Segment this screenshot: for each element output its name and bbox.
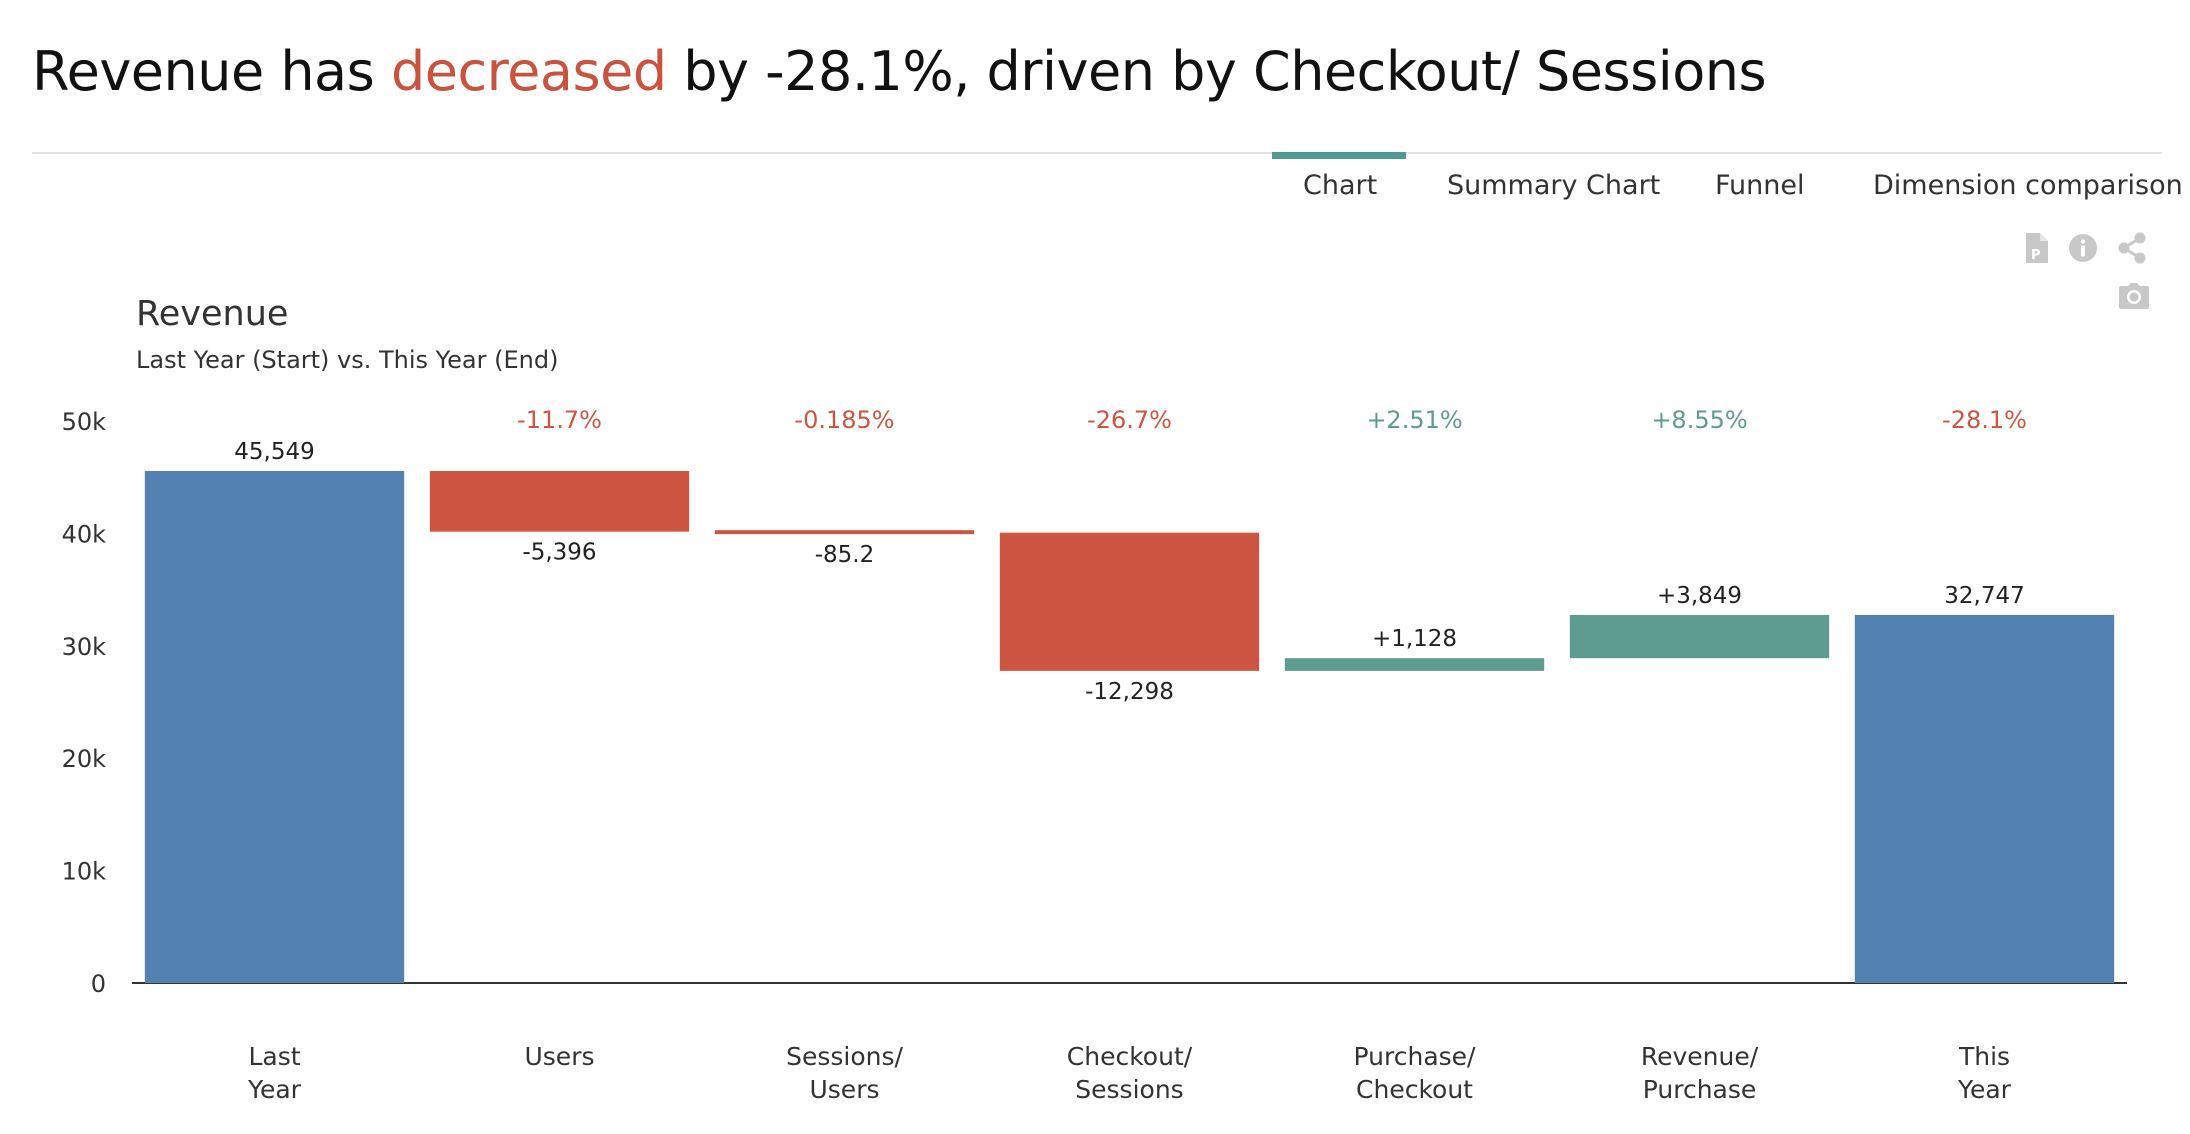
data-label: -85.2 xyxy=(815,542,875,568)
bar xyxy=(1854,614,2115,983)
y-tick-label: 20k xyxy=(62,745,107,773)
y-tick-label: 40k xyxy=(62,520,107,548)
view-tabs: Chart Summary Chart Funnel Dimension com… xyxy=(0,152,2190,212)
camera-icon[interactable] xyxy=(2118,282,2150,310)
divider xyxy=(32,152,2162,154)
y-tick-label: 10k xyxy=(62,858,107,886)
tab-chart[interactable]: Chart xyxy=(1303,170,1378,201)
data-label: +1,128 xyxy=(1372,626,1457,652)
info-icon[interactable] xyxy=(2068,233,2098,263)
x-tick-label: Revenue/Purchase xyxy=(1641,1042,1759,1104)
data-label: 32,747 xyxy=(1944,583,2024,609)
x-tick-label: Purchase/Checkout xyxy=(1354,1042,1477,1104)
pdf-icon[interactable]: P xyxy=(2024,232,2050,264)
headline-suffix: by -28.1%, driven by Checkout/ Sessions xyxy=(666,40,1767,103)
y-tick-label: 50k xyxy=(62,408,107,436)
x-tick-label: Users xyxy=(524,1042,594,1071)
svg-text:P: P xyxy=(2031,248,2041,263)
pct-label: -0.185% xyxy=(794,406,894,434)
bar xyxy=(1569,614,1830,659)
pct-label: -26.7% xyxy=(1087,406,1172,434)
active-tab-indicator xyxy=(1272,152,1406,159)
chart-subtitle: Last Year (Start) vs. This Year (End) xyxy=(136,346,559,374)
x-tick-label: Checkout/Sessions xyxy=(1067,1042,1193,1104)
x-tick-label: Last Year xyxy=(247,1042,302,1104)
bar xyxy=(429,471,690,532)
data-label: -12,298 xyxy=(1085,679,1174,705)
pct-label: +8.55% xyxy=(1651,406,1747,434)
tab-funnel[interactable]: Funnel xyxy=(1715,170,1805,201)
headline-prefix: Revenue has xyxy=(32,40,391,103)
y-tick-label: 30k xyxy=(62,633,107,661)
pct-label: -11.7% xyxy=(517,406,602,434)
data-label: -5,396 xyxy=(522,540,596,566)
tab-dimension-comparison[interactable]: Dimension comparison xyxy=(1873,170,2183,201)
chart-title: Revenue xyxy=(136,294,289,334)
bar xyxy=(144,471,405,983)
x-tick-label: This Year xyxy=(1957,1042,2012,1104)
tab-summary-chart[interactable]: Summary Chart xyxy=(1447,170,1661,201)
headline-highlight: decreased xyxy=(390,40,667,103)
y-tick-label: 0 xyxy=(91,970,106,998)
pct-label: +2.51% xyxy=(1366,406,1462,434)
headline: Revenue has decreased by -28.1%, driven … xyxy=(32,40,1767,103)
bar xyxy=(999,532,1260,671)
bar xyxy=(714,530,975,535)
pct-label: -28.1% xyxy=(1942,406,2027,434)
data-label: +3,849 xyxy=(1657,583,1742,609)
x-tick-label: Sessions/Users xyxy=(786,1042,903,1104)
share-icon[interactable] xyxy=(2116,232,2148,264)
data-label: 45,549 xyxy=(234,439,314,465)
bar xyxy=(1284,658,1545,671)
